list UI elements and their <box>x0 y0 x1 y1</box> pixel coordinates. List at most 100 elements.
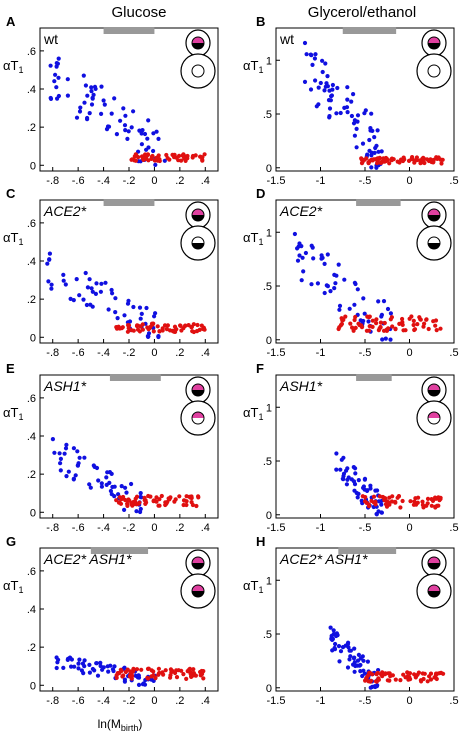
mother-point <box>374 512 379 517</box>
daughter-point <box>119 668 124 674</box>
mother-point <box>134 509 139 514</box>
daughter-point <box>366 160 371 165</box>
division-window-bar <box>109 374 161 381</box>
mother-point <box>131 109 136 114</box>
mother-point <box>313 52 318 57</box>
x-tick-label: -.6 <box>72 522 85 534</box>
mother-point <box>54 655 59 660</box>
mother-point <box>341 474 346 479</box>
daughter-point <box>389 315 394 320</box>
x-tick-label: -.8 <box>46 347 59 359</box>
panel-letter: G <box>6 534 16 549</box>
division-window-bar <box>338 547 397 554</box>
bud-nucleus-icon <box>191 556 205 570</box>
mother-point <box>92 464 97 469</box>
mother-point <box>334 273 339 278</box>
mother-point <box>156 136 161 141</box>
x-tick-label: .5 <box>449 695 458 707</box>
mother-point <box>351 656 357 661</box>
mother-point <box>336 644 342 649</box>
daughter-point <box>173 670 178 676</box>
daughter-point <box>165 323 170 328</box>
x-tick-label: -.4 <box>97 347 110 359</box>
daughter-point <box>129 502 134 507</box>
cell-schematic <box>180 201 216 261</box>
mother-point <box>49 286 54 291</box>
daughter-point <box>376 676 381 681</box>
mother-point <box>56 75 61 80</box>
mother-point <box>73 473 78 478</box>
daughter-point <box>189 495 194 501</box>
mother-point <box>98 663 103 669</box>
daughter-point <box>370 324 375 329</box>
mother-point <box>140 682 145 687</box>
mother-point <box>101 98 106 103</box>
mother-point <box>151 148 156 154</box>
panel-letter: H <box>256 534 265 549</box>
daughter-point <box>350 325 355 330</box>
mother-point <box>71 298 76 303</box>
mother-point <box>352 669 357 674</box>
daughter-point <box>151 669 156 674</box>
daughter-point <box>188 671 193 676</box>
daughter-point <box>177 153 182 158</box>
daughter-point <box>380 494 385 500</box>
x-tick-label: .2 <box>175 695 184 707</box>
daughter-point <box>129 328 134 333</box>
daughter-point <box>129 676 134 681</box>
y-tick-label: .6 <box>27 393 36 405</box>
daughter-point <box>415 500 420 505</box>
x-tick-label: -.8 <box>46 175 59 187</box>
cell-schematic <box>416 201 452 261</box>
mother-point <box>82 455 87 460</box>
mother-point <box>63 446 69 451</box>
daughter-point <box>408 499 413 504</box>
mother-point <box>368 685 373 690</box>
mother-nucleus-icon <box>191 64 205 78</box>
daughter-point <box>173 329 178 334</box>
daughter-point <box>123 669 128 675</box>
mother-point <box>381 299 387 304</box>
daughter-point <box>154 495 159 500</box>
mother-point <box>348 654 353 659</box>
mother-point <box>84 302 89 308</box>
mother-point <box>303 250 308 256</box>
daughter-point <box>417 315 422 320</box>
x-tick-label: -.6 <box>72 175 85 187</box>
daughter-point <box>184 494 189 499</box>
mother-point <box>106 307 111 312</box>
mother-point <box>138 494 143 500</box>
mother-point <box>304 52 309 57</box>
mother-point <box>153 162 158 167</box>
mother-point <box>328 625 333 630</box>
mother-point <box>329 636 334 642</box>
mother-point <box>45 261 50 266</box>
daughter-point <box>377 326 382 331</box>
y-tick-label: 0 <box>266 510 272 522</box>
mother-point <box>379 149 384 154</box>
daughter-point <box>185 669 190 674</box>
mother-point <box>71 446 76 451</box>
daughter-point <box>146 676 151 681</box>
mother-point <box>82 664 87 669</box>
mother-point <box>101 665 106 670</box>
mother-point <box>322 290 327 296</box>
bud-nucleus-icon <box>191 383 205 397</box>
mother-point <box>355 113 361 118</box>
daughter-point <box>163 502 168 508</box>
panel-letter: F <box>256 361 264 376</box>
mother-point <box>154 129 159 134</box>
mother-point <box>352 646 357 651</box>
mother-point <box>82 658 87 663</box>
x-tick-label: -1 <box>316 522 326 534</box>
mother-point <box>362 477 367 482</box>
daughter-point <box>198 154 203 159</box>
mother-point <box>348 648 353 653</box>
mother-point <box>352 660 357 665</box>
x-tick-label: .2 <box>175 522 184 534</box>
mother-point <box>152 314 157 319</box>
mother-point <box>54 85 59 90</box>
strain-label: ACE2* <box>279 203 323 219</box>
